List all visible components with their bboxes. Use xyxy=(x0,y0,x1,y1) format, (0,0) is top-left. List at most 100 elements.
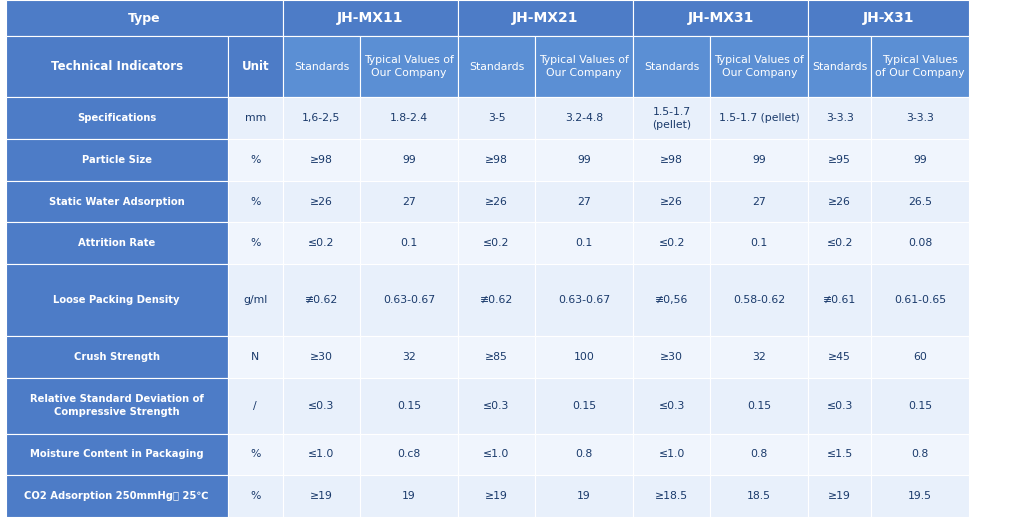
Bar xyxy=(283,222,360,264)
Text: 27: 27 xyxy=(402,196,416,206)
Bar xyxy=(360,97,458,139)
Text: JH-MX31: JH-MX31 xyxy=(687,11,754,25)
Text: 32: 32 xyxy=(402,352,416,362)
Bar xyxy=(633,0,808,36)
Bar xyxy=(711,475,808,517)
Bar xyxy=(283,97,360,139)
Bar xyxy=(536,180,633,222)
Text: 19: 19 xyxy=(578,491,591,501)
Text: mm: mm xyxy=(245,113,266,123)
Bar xyxy=(633,378,711,434)
Text: ≤0.2: ≤0.2 xyxy=(826,238,853,248)
Bar xyxy=(283,378,360,434)
Text: ≢0.62: ≢0.62 xyxy=(305,295,338,305)
Text: 0.15: 0.15 xyxy=(397,401,421,411)
Bar xyxy=(6,337,227,378)
Bar xyxy=(808,264,871,337)
Bar xyxy=(633,139,711,180)
Bar xyxy=(283,139,360,180)
Text: 0.8: 0.8 xyxy=(575,449,593,460)
Bar xyxy=(808,222,871,264)
Bar xyxy=(536,139,633,180)
Text: 0.63-0.67: 0.63-0.67 xyxy=(558,295,610,305)
Bar xyxy=(633,434,711,475)
Text: N: N xyxy=(251,352,259,362)
Bar xyxy=(227,475,283,517)
Text: 0.58-0.62: 0.58-0.62 xyxy=(733,295,785,305)
Text: ≥26: ≥26 xyxy=(485,196,508,206)
Bar xyxy=(871,475,969,517)
Bar xyxy=(633,264,711,337)
Text: Relative Standard Deviation of
Compressive Strength: Relative Standard Deviation of Compressi… xyxy=(30,394,204,417)
Bar xyxy=(6,36,227,97)
Bar xyxy=(360,264,458,337)
Bar xyxy=(283,0,458,36)
Bar xyxy=(633,36,711,97)
Bar xyxy=(871,97,969,139)
Text: 0.8: 0.8 xyxy=(751,449,768,460)
Bar xyxy=(283,36,360,97)
Bar xyxy=(283,180,360,222)
Text: ≤0.3: ≤0.3 xyxy=(483,401,510,411)
Text: ≥19: ≥19 xyxy=(310,491,333,501)
Bar xyxy=(360,36,458,97)
Bar xyxy=(6,475,227,517)
Text: Attrition Rate: Attrition Rate xyxy=(78,238,156,248)
Bar xyxy=(360,337,458,378)
Text: 19: 19 xyxy=(402,491,416,501)
Bar xyxy=(227,264,283,337)
Bar xyxy=(711,264,808,337)
Bar xyxy=(458,222,536,264)
Text: 0.08: 0.08 xyxy=(908,238,932,248)
Bar xyxy=(711,434,808,475)
Bar xyxy=(360,434,458,475)
Text: 3-3.3: 3-3.3 xyxy=(825,113,854,123)
Text: Standards: Standards xyxy=(812,62,867,72)
Text: 0.15: 0.15 xyxy=(908,401,932,411)
Bar xyxy=(808,475,871,517)
Bar xyxy=(536,434,633,475)
Text: Static Water Adsorption: Static Water Adsorption xyxy=(49,196,184,206)
Text: %: % xyxy=(250,155,260,165)
Bar xyxy=(283,337,360,378)
Bar xyxy=(871,222,969,264)
Text: ≥18.5: ≥18.5 xyxy=(655,491,688,501)
Text: Standards: Standards xyxy=(294,62,349,72)
Text: 0.1: 0.1 xyxy=(575,238,593,248)
Text: ≥45: ≥45 xyxy=(828,352,851,362)
Bar xyxy=(808,180,871,222)
Text: 27: 27 xyxy=(753,196,766,206)
Text: ≤1.0: ≤1.0 xyxy=(658,449,685,460)
Text: Typical Values
of Our Company: Typical Values of Our Company xyxy=(876,55,965,78)
Text: ≥19: ≥19 xyxy=(828,491,851,501)
Text: 0.63-0.67: 0.63-0.67 xyxy=(383,295,435,305)
Text: 0.15: 0.15 xyxy=(748,401,771,411)
Text: ≤0.2: ≤0.2 xyxy=(308,238,335,248)
Text: ≥26: ≥26 xyxy=(310,196,333,206)
Bar xyxy=(808,0,969,36)
Text: %: % xyxy=(250,491,260,501)
Bar xyxy=(227,378,283,434)
Bar xyxy=(458,36,536,97)
Text: g/ml: g/ml xyxy=(243,295,267,305)
Bar xyxy=(6,97,227,139)
Bar xyxy=(458,475,536,517)
Bar xyxy=(808,337,871,378)
Bar xyxy=(871,180,969,222)
Text: 18.5: 18.5 xyxy=(748,491,771,501)
Bar xyxy=(633,475,711,517)
Bar xyxy=(227,337,283,378)
Text: 0.1: 0.1 xyxy=(751,238,768,248)
Bar xyxy=(711,222,808,264)
Bar xyxy=(6,0,283,36)
Bar xyxy=(808,97,871,139)
Text: Unit: Unit xyxy=(242,60,269,73)
Text: 1.8-2.4: 1.8-2.4 xyxy=(390,113,428,123)
Bar xyxy=(633,180,711,222)
Bar xyxy=(536,264,633,337)
Text: 32: 32 xyxy=(753,352,766,362)
Bar xyxy=(458,0,633,36)
Bar xyxy=(458,139,536,180)
Bar xyxy=(227,434,283,475)
Text: ≥30: ≥30 xyxy=(660,352,683,362)
